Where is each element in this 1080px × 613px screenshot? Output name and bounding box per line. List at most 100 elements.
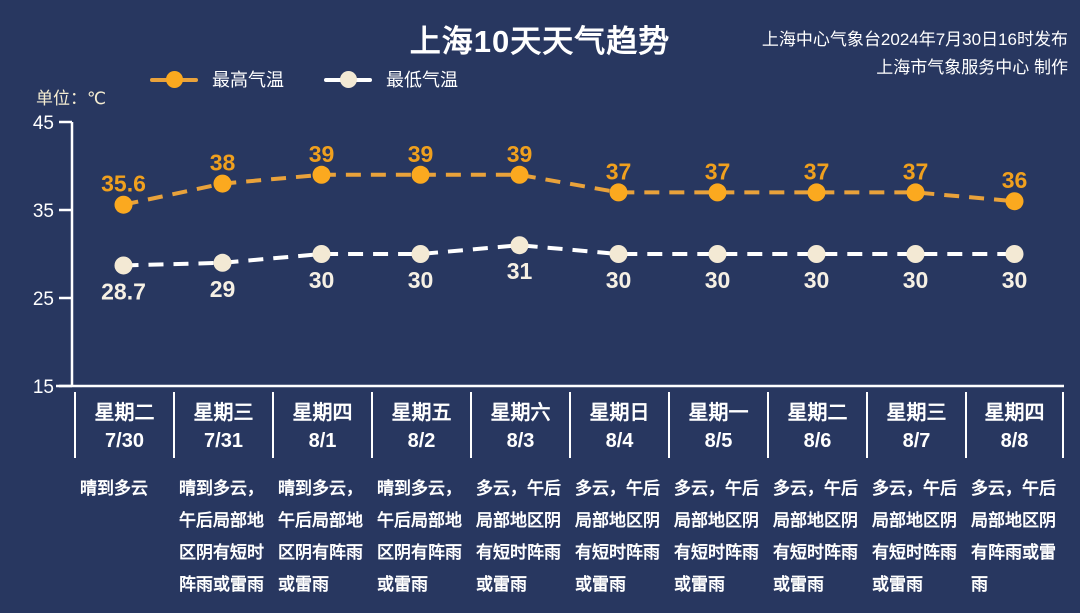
day-column: 星期四 8/1 晴到多云，午后局部地区阴有阵雨或雷雨 xyxy=(272,392,371,601)
max-temp-value-label: 35.6 xyxy=(101,171,146,197)
y-tick-label: 25 xyxy=(33,289,54,310)
min-temp-value-label: 30 xyxy=(606,267,632,293)
weekday-label: 星期四 xyxy=(984,402,1045,424)
day-column: 星期一 8/5 多云，午后局部地区阴有短时阵雨或雷雨 xyxy=(668,392,767,601)
min-temp-value-label: 30 xyxy=(309,267,335,293)
date-label: 8/6 xyxy=(803,430,832,452)
legend-item-max-temp: 最高气温 xyxy=(150,66,284,92)
issued-line: 上海中心气象台2024年7月30日16时发布 xyxy=(761,30,1068,49)
unit-label: 单位：℃ xyxy=(36,89,107,108)
weather-description: 多云，午后局部地区阴有短时阵雨或雷雨 xyxy=(476,479,561,594)
producer-line: 上海市气象服务中心 制作 xyxy=(876,58,1068,77)
day-column: 星期四 8/8 多云，午后局部地区阴有阵雨或雷雨 xyxy=(965,392,1064,601)
min-temp-point xyxy=(906,245,925,263)
day-header: 星期二 8/6 xyxy=(767,392,866,458)
date-label: 8/2 xyxy=(407,430,436,452)
weather-description: 多云，午后局部地区阴有阵雨或雷雨 xyxy=(971,479,1056,594)
min-temp-point xyxy=(411,245,430,263)
day-header: 星期日 8/4 xyxy=(569,392,668,458)
max-temp-value-label: 39 xyxy=(309,141,335,167)
min-temp-point xyxy=(609,245,628,263)
max-temp-value-label: 39 xyxy=(507,141,533,167)
min-temp-point xyxy=(510,236,529,255)
weather-description: 晴到多云，午后局部地区阴有阵雨或雷雨 xyxy=(278,479,363,594)
max-temp-point xyxy=(510,165,529,184)
weekday-label: 星期二 xyxy=(787,402,848,424)
day-header: 星期四 8/1 xyxy=(272,392,371,458)
max-temp-value-label: 37 xyxy=(804,158,830,184)
min-temp-point xyxy=(708,245,727,263)
publisher-info: 上海中心气象台2024年7月30日16时发布 上海市气象服务中心 制作 xyxy=(762,26,1068,82)
min-temp-point xyxy=(312,245,331,263)
date-label: 8/3 xyxy=(506,430,535,452)
date-label: 8/1 xyxy=(308,430,337,452)
min-temp-value-label: 30 xyxy=(408,267,434,293)
date-label: 7/31 xyxy=(204,430,243,452)
max-temp-point xyxy=(807,183,826,202)
max-temp-point xyxy=(708,183,727,202)
min-temp-marker-icon xyxy=(324,70,372,88)
day-header: 星期一 8/5 xyxy=(668,392,767,458)
max-temp-point xyxy=(411,165,430,184)
min-temp-value-label: 31 xyxy=(507,258,533,284)
min-temp-value-label: 30 xyxy=(903,267,929,293)
weather-description: 多云，午后局部地区阴有短时阵雨或雷雨 xyxy=(674,479,759,594)
min-temp-value-label: 30 xyxy=(804,267,830,293)
max-temp-value-label: 39 xyxy=(408,141,434,167)
day-column: 星期三 8/7 多云，午后局部地区阴有短时阵雨或雷雨 xyxy=(866,392,965,601)
day-column: 星期二 7/30 晴到多云 xyxy=(74,392,173,601)
day-header: 星期六 8/3 xyxy=(470,392,569,458)
max-temp-value-label: 36 xyxy=(1002,167,1028,193)
weather-description: 多云，午后局部地区阴有短时阵雨或雷雨 xyxy=(872,479,957,594)
max-temp-point xyxy=(312,165,331,184)
max-temp-value-label: 37 xyxy=(705,158,731,184)
date-label: 8/4 xyxy=(605,430,634,452)
min-temp-line xyxy=(123,243,1015,268)
weekday-label: 星期四 xyxy=(292,402,353,424)
max-temp-point xyxy=(213,174,232,193)
max-temp-value-label: 37 xyxy=(903,158,929,184)
max-temp-point xyxy=(114,195,133,214)
weather-description: 晴到多云，午后局部地区阴有短时阵雨或雷雨 xyxy=(179,479,264,594)
weather-description: 多云，午后局部地区阴有短时阵雨或雷雨 xyxy=(575,479,660,594)
date-label: 8/5 xyxy=(704,430,733,452)
weekday-label: 星期日 xyxy=(589,402,650,424)
day-columns-table: 星期二 7/30 晴到多云 星期三 7/31 晴到多云，午后局部地区阴有短时阵雨或雷雨 星期… xyxy=(74,392,1064,601)
weekday-label: 星期一 xyxy=(688,402,749,424)
max-temp-point xyxy=(609,183,628,202)
y-tick-label: 15 xyxy=(33,377,54,398)
y-tick-label: 45 xyxy=(33,113,54,134)
max-temp-point xyxy=(906,183,925,202)
weekday-label: 星期二 xyxy=(94,402,155,424)
day-header: 星期三 7/31 xyxy=(173,392,272,458)
date-label: 7/30 xyxy=(105,430,144,452)
weekday-label: 星期三 xyxy=(886,402,947,424)
min-temp-point xyxy=(114,256,133,275)
min-temp-point xyxy=(213,253,232,272)
weather-description: 晴到多云，午后局部地区阴有阵雨或雷雨 xyxy=(377,479,462,594)
legend-label-min: 最低气温 xyxy=(386,70,458,90)
day-header: 星期五 8/2 xyxy=(371,392,470,458)
day-header: 星期三 8/7 xyxy=(866,392,965,458)
weekday-label: 星期三 xyxy=(193,402,254,424)
date-label: 8/7 xyxy=(902,430,931,452)
page-title: 上海10天天气趋势 xyxy=(409,24,671,59)
weekday-label: 星期五 xyxy=(391,402,452,424)
max-temp-value-label: 38 xyxy=(210,150,236,176)
day-header: 星期二 7/30 xyxy=(74,392,173,458)
max-temp-line xyxy=(123,172,1015,207)
date-label: 8/8 xyxy=(1000,430,1029,452)
chart-legend: 最高气温 最低气温 xyxy=(150,66,458,92)
max-temp-point xyxy=(1005,192,1024,211)
min-temp-point xyxy=(1005,245,1024,263)
min-temp-value-label: 30 xyxy=(1002,267,1028,293)
weekday-label: 星期六 xyxy=(490,402,551,424)
max-temp-marker-icon xyxy=(150,70,198,88)
temperature-line-chart: 45 35 25 15 35.6 38 39 39 39 37 37 37 37 36 28.7 29 30 30… xyxy=(33,113,1064,398)
weather-description: 多云，午后局部地区阴有短时阵雨或雷雨 xyxy=(773,479,858,594)
day-column: 星期五 8/2 晴到多云，午后局部地区阴有阵雨或雷雨 xyxy=(371,392,470,601)
max-temp-value-label: 37 xyxy=(606,158,632,184)
day-column: 星期日 8/4 多云，午后局部地区阴有短时阵雨或雷雨 xyxy=(569,392,668,601)
day-column: 星期三 7/31 晴到多云，午后局部地区阴有短时阵雨或雷雨 xyxy=(173,392,272,601)
